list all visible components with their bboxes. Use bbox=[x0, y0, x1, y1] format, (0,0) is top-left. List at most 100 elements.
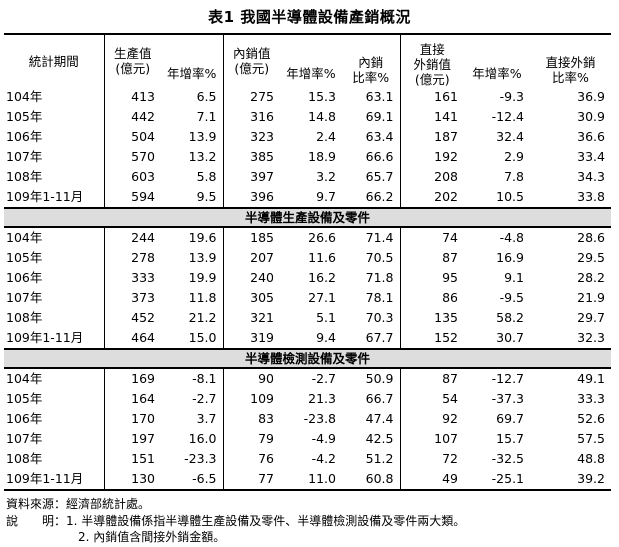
value-cell: 90 bbox=[222, 368, 280, 389]
period-cell: 108年 bbox=[6, 451, 43, 466]
value-cell: 71.4 bbox=[365, 230, 394, 245]
table-row: 107年 197 16.0 79 -4.9 42.5 107 15.7 57.5 bbox=[4, 429, 611, 449]
value-cell: 34.3 bbox=[577, 169, 605, 184]
value-cell: 32.4 bbox=[496, 129, 524, 144]
value-cell: 594 bbox=[103, 187, 161, 208]
value-cell: 170 bbox=[103, 409, 161, 429]
value-cell: 504 bbox=[103, 127, 161, 147]
value-cell: 452 bbox=[103, 308, 161, 328]
table-row: 108年 452 21.2 321 5.1 70.3 135 58.2 29.7 bbox=[4, 308, 611, 328]
section-label: 半導體生產設備及零件 bbox=[4, 207, 611, 228]
value-cell: 3.2 bbox=[316, 169, 336, 184]
value-cell: 603 bbox=[103, 167, 161, 187]
value-cell: 141 bbox=[399, 107, 464, 127]
value-cell: -12.7 bbox=[491, 371, 524, 386]
period-cell: 105年 bbox=[6, 109, 43, 124]
value-cell: 187 bbox=[399, 127, 464, 147]
value-cell: 107 bbox=[399, 429, 464, 449]
table-row: 106年 333 19.9 240 16.2 71.8 95 9.1 28.2 bbox=[4, 268, 611, 288]
value-cell: -2.7 bbox=[311, 371, 336, 386]
value-cell: 15.3 bbox=[308, 89, 336, 104]
value-cell: 60.8 bbox=[342, 469, 400, 491]
value-cell: 83 bbox=[222, 409, 280, 429]
value-cell: 63.1 bbox=[365, 89, 394, 104]
table-row: 107年 373 11.8 305 27.1 78.1 86 -9.5 21.9 bbox=[4, 288, 611, 308]
value-cell: 69.1 bbox=[365, 109, 394, 124]
value-cell: 79 bbox=[222, 429, 280, 449]
value-cell: 385 bbox=[222, 147, 280, 167]
value-cell: 36.6 bbox=[577, 129, 605, 144]
value-cell: -23.8 bbox=[303, 411, 336, 426]
value-cell: 109 bbox=[222, 389, 280, 409]
value-cell: -23.3 bbox=[184, 451, 217, 466]
value-cell: 52.6 bbox=[577, 411, 605, 426]
value-cell: -4.2 bbox=[311, 451, 336, 466]
explanation-note-2: 2. 內銷值含間接外銷金額。 bbox=[78, 530, 226, 544]
value-cell: 11.0 bbox=[280, 469, 342, 491]
header-production: 生產值 (億元) bbox=[103, 33, 161, 87]
value-cell: 49.1 bbox=[577, 371, 605, 386]
value-cell: 202 bbox=[399, 187, 464, 208]
value-cell: 9.7 bbox=[316, 189, 336, 204]
value-cell: 58.2 bbox=[496, 310, 524, 325]
value-cell: 77 bbox=[222, 469, 280, 491]
value-cell: 240 bbox=[222, 268, 280, 288]
value-cell: 6.5 bbox=[196, 89, 217, 104]
value-cell: 67.7 bbox=[365, 330, 394, 345]
table-row: 104年 244 19.6 185 26.6 71.4 74 -4.8 28.6 bbox=[4, 227, 611, 248]
section-label: 半導體檢測設備及零件 bbox=[4, 348, 611, 369]
value-cell: 413 bbox=[103, 87, 161, 107]
period-cell: 109年1-11月 bbox=[6, 189, 84, 204]
period-cell: 107年 bbox=[6, 149, 43, 164]
value-cell: -9.5 bbox=[499, 290, 524, 305]
value-cell: 28.2 bbox=[577, 270, 605, 285]
period-cell: 105年 bbox=[6, 391, 43, 406]
table-row: 105年 278 13.9 207 11.6 70.5 87 16.9 29.5 bbox=[4, 248, 611, 268]
period-cell: 106年 bbox=[6, 270, 43, 285]
header-period: 統計期間 bbox=[4, 33, 104, 87]
value-cell: 2.4 bbox=[316, 129, 336, 144]
table-row: 109年1-11月 464 15.0 319 9.4 67.7 152 30.7 32.3 bbox=[4, 328, 611, 349]
value-cell: 16.2 bbox=[308, 270, 336, 285]
header-direct-export: 外銷值 (億元) bbox=[399, 57, 464, 87]
value-cell: 135 bbox=[399, 308, 464, 328]
value-cell: -25.1 bbox=[464, 469, 530, 491]
value-cell: -12.4 bbox=[491, 109, 524, 124]
value-cell: 13.9 bbox=[188, 129, 217, 144]
section-header-row: 半導體檢測設備及零件 bbox=[4, 348, 611, 369]
table-row: 105年 164 -2.7 109 21.3 66.7 54 -37.3 33.3 bbox=[4, 389, 611, 409]
value-cell: 33.3 bbox=[577, 391, 605, 406]
value-cell: 33.4 bbox=[577, 149, 605, 164]
value-cell: 51.2 bbox=[365, 451, 394, 466]
value-cell: 397 bbox=[222, 167, 280, 187]
table-row: 109年1-11月 594 9.5 396 9.7 66.2 202 10.5 33.8 bbox=[4, 187, 611, 208]
value-cell: 86 bbox=[399, 288, 464, 308]
value-cell: 36.9 bbox=[577, 89, 605, 104]
value-cell: 5.1 bbox=[316, 310, 336, 325]
source-note: 資料來源：經濟部統計處。 bbox=[6, 497, 151, 511]
value-cell: 87 bbox=[399, 248, 464, 268]
value-cell: 71.8 bbox=[365, 270, 394, 285]
value-cell: 7.8 bbox=[504, 169, 524, 184]
value-cell: 151 bbox=[103, 449, 161, 469]
table-row: 107年 570 13.2 385 18.9 66.6 192 2.9 33.4 bbox=[4, 147, 611, 167]
value-cell: -4.8 bbox=[499, 230, 524, 245]
value-cell: 3.7 bbox=[196, 411, 217, 426]
value-cell: 442 bbox=[103, 107, 161, 127]
value-cell: 130 bbox=[103, 469, 161, 491]
value-cell: 185 bbox=[222, 227, 280, 248]
value-cell: 95 bbox=[399, 268, 464, 288]
value-cell: 21.3 bbox=[308, 391, 336, 406]
value-cell: 11.6 bbox=[308, 250, 336, 265]
header-export-growth: 年增率% bbox=[464, 33, 530, 87]
value-cell: 19.9 bbox=[188, 270, 217, 285]
value-cell: 66.7 bbox=[365, 391, 394, 406]
value-cell: 305 bbox=[222, 288, 280, 308]
value-cell: 16.0 bbox=[188, 431, 217, 446]
period-cell: 106年 bbox=[6, 129, 43, 144]
value-cell: 15.0 bbox=[188, 330, 217, 345]
value-cell: 396 bbox=[222, 187, 280, 208]
value-cell: 192 bbox=[399, 147, 464, 167]
value-cell: 14.8 bbox=[308, 109, 336, 124]
value-cell: 13.2 bbox=[188, 149, 217, 164]
